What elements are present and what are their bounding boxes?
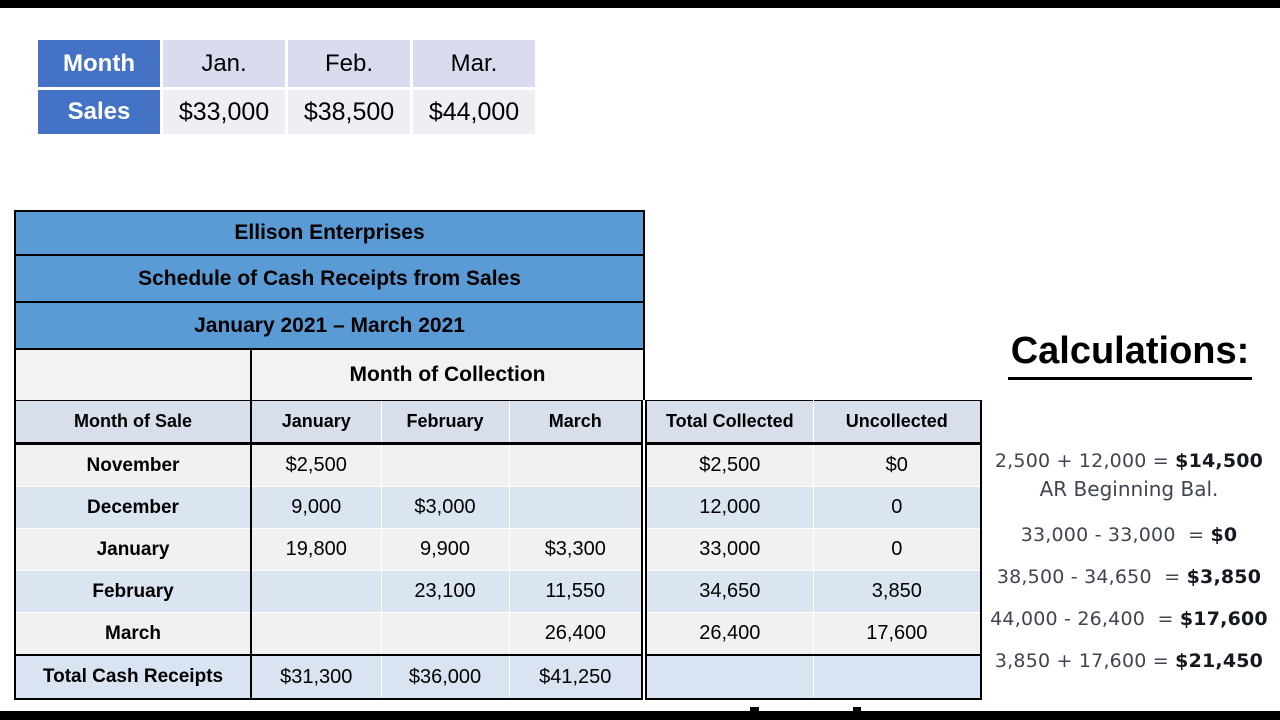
calc-result: $21,450 (1175, 650, 1264, 672)
calc-note-ar-beginning: AR Beginning Bal. (1039, 477, 1219, 501)
cell-total-collected: 26,400 (644, 612, 814, 656)
table-row-january: January 19,800 9,900 $3,300 33,000 0 (14, 528, 983, 571)
schedule-title-period: January 2021 – March 2021 (13, 301, 646, 350)
cell-uncollected: 0 (813, 528, 983, 571)
sales-table-month-row: Month Jan. Feb. Mar. (38, 40, 535, 87)
cell-january: 9,000 (251, 486, 382, 529)
header-uncollected: Uncollected (813, 400, 983, 445)
calc-result: $17,600 (1179, 608, 1268, 630)
cell-february (381, 443, 510, 487)
calc-line-march: 44,000 - 26,400 = $17,600 (978, 608, 1280, 631)
header-january: January (251, 400, 382, 445)
cell-march (509, 443, 648, 487)
cell-january (251, 612, 382, 656)
cropped-text-artifact (750, 707, 759, 711)
cell-february: 23,100 (381, 570, 510, 613)
sales-table-sales-row: Sales $33,000 $38,500 $44,000 (38, 90, 535, 134)
month-of-collection-label: Month of Collection (251, 349, 646, 401)
calc-expression: 38,500 - 34,650 = (996, 566, 1187, 588)
schedule-title-row-period: January 2021 – March 2021 (13, 301, 981, 350)
cell-march: $3,300 (509, 528, 648, 571)
total-uncollected (813, 654, 983, 700)
header-march: March (509, 400, 648, 445)
calculations-heading-text: Calculations: (1007, 330, 1253, 380)
cell-march: 11,550 (509, 570, 648, 613)
month-of-collection-row: Month of Collection (14, 349, 981, 401)
sales-table-sales-header: Sales (38, 90, 160, 134)
calc-result: $0 (1210, 524, 1238, 546)
letterbox-bottom-bar (0, 711, 1280, 720)
cell-total-collected: 33,000 (644, 528, 814, 571)
row-label: March (14, 612, 252, 656)
row-label: January (14, 528, 252, 571)
calc-expression: 2,500 + 12,000 = (994, 450, 1176, 472)
calc-expression: 44,000 - 26,400 = (990, 608, 1180, 630)
row-label: February (14, 570, 252, 613)
month-of-collection-empty-cell (14, 349, 252, 401)
cell-uncollected: 3,850 (813, 570, 983, 613)
table-row-march: March 26,400 26,400 17,600 (14, 612, 983, 656)
sales-table-value-mar: $44,000 (413, 90, 535, 134)
spacer (644, 211, 981, 255)
schedule-title-row-company: Ellison Enterprises (13, 210, 981, 256)
schedule-title-row-name: Schedule of Cash Receipts from Sales (13, 254, 981, 303)
sales-table-month-header: Month (38, 40, 160, 87)
calc-line-february: 38,500 - 34,650 = $3,850 (978, 566, 1280, 589)
calc-line-ar-beginning: 2,500 + 12,000 = $14,500 (978, 450, 1280, 473)
spacer (644, 349, 981, 401)
header-month-of-sale: Month of Sale (14, 400, 252, 445)
calc-expression: 33,000 - 33,000 = (1020, 524, 1211, 546)
cell-january (251, 570, 382, 613)
cell-total-collected: $2,500 (644, 443, 814, 487)
cell-january: 19,800 (251, 528, 382, 571)
column-header-row: Month of Sale January February March Tot… (14, 400, 983, 445)
calc-expression: 3,850 + 17,600 = (994, 650, 1176, 672)
calc-line-january: 33,000 - 33,000 = $0 (978, 524, 1280, 547)
sales-table-cell-feb: Feb. (288, 40, 410, 87)
total-march: $41,250 (509, 654, 648, 700)
cell-february: $3,000 (381, 486, 510, 529)
letterbox-top-bar (0, 0, 1280, 8)
monthly-sales-table: Month Jan. Feb. Mar. Sales $33,000 $38,5… (35, 37, 538, 137)
header-february: February (381, 400, 510, 445)
total-row-label: Total Cash Receipts (14, 654, 252, 700)
calc-line-uncollected-total: 3,850 + 17,600 = $21,450 (978, 650, 1280, 673)
schedule-title-company: Ellison Enterprises (13, 210, 646, 256)
total-total-collected (644, 654, 814, 700)
cell-march (509, 486, 648, 529)
sales-table-value-feb: $38,500 (288, 90, 410, 134)
cash-receipts-schedule-table: Ellison Enterprises Schedule of Cash Rec… (13, 210, 983, 700)
table-row-december: December 9,000 $3,000 12,000 0 (14, 486, 983, 529)
sales-table-cell-jan: Jan. (163, 40, 285, 87)
cell-uncollected: 17,600 (813, 612, 983, 656)
row-label: December (14, 486, 252, 529)
calc-result: $14,500 (1175, 450, 1264, 472)
sales-table-cell-mar: Mar. (413, 40, 535, 87)
schedule-title-name: Schedule of Cash Receipts from Sales (13, 254, 646, 303)
cell-uncollected: $0 (813, 443, 983, 487)
total-cash-receipts-row: Total Cash Receipts $31,300 $36,000 $41,… (14, 654, 983, 700)
table-row-february: February 23,100 11,550 34,650 3,850 (14, 570, 983, 613)
total-february: $36,000 (381, 654, 510, 700)
total-january: $31,300 (251, 654, 382, 700)
table-row-november: November $2,500 $2,500 $0 (14, 443, 983, 487)
row-label: November (14, 443, 252, 487)
cell-total-collected: 34,650 (644, 570, 814, 613)
header-total-collected: Total Collected (644, 400, 814, 445)
cell-total-collected: 12,000 (644, 486, 814, 529)
cell-february: 9,900 (381, 528, 510, 571)
cropped-text-artifact (853, 707, 861, 711)
cell-february (381, 612, 510, 656)
cell-uncollected: 0 (813, 486, 983, 529)
cell-march: 26,400 (509, 612, 648, 656)
sales-table-value-jan: $33,000 (163, 90, 285, 134)
cell-january: $2,500 (251, 443, 382, 487)
calc-result: $3,850 (1186, 566, 1262, 588)
spacer (644, 302, 981, 349)
spacer (644, 255, 981, 302)
calculations-heading: Calculations: (980, 330, 1280, 380)
